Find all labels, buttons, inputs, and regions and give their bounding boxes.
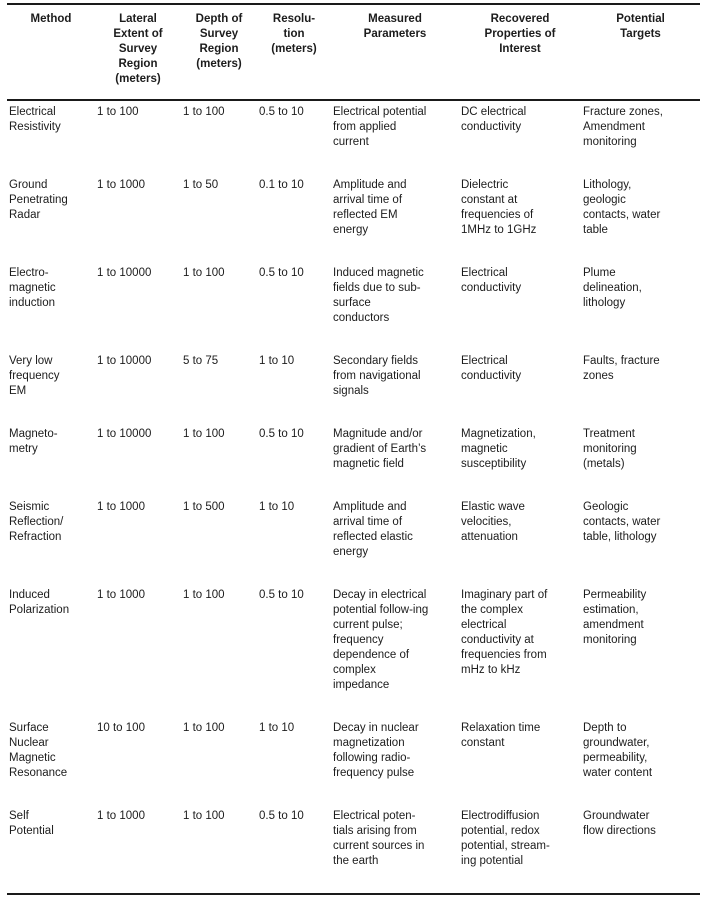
cell-method: Magneto-metry bbox=[9, 428, 58, 455]
cell-depth: 1 to 100 bbox=[183, 106, 225, 118]
cell-measured-parameters: Amplitude and arrival time of reflected … bbox=[333, 179, 407, 236]
cell-resolution: 0.5 to 10 bbox=[259, 810, 304, 822]
cell-recovered-properties: DC electrical conductivity bbox=[461, 106, 527, 133]
cell-lateral-extent: 1 to 1000 bbox=[97, 589, 145, 601]
column-header-depth: Depth of Survey Region (meters) bbox=[181, 4, 257, 101]
cell-depth: 1 to 100 bbox=[183, 428, 225, 440]
cell-resolution: 0.5 to 10 bbox=[259, 267, 304, 279]
cell-resolution: 0.1 to 10 bbox=[259, 179, 304, 191]
cell-lateral-extent: 1 to 1000 bbox=[97, 810, 145, 822]
cell-depth: 1 to 100 bbox=[183, 722, 225, 734]
cell-potential-targets: Plume delineation, lithology bbox=[583, 267, 642, 309]
cell-potential-targets: Lithology, geologic contacts, water tabl… bbox=[583, 179, 661, 236]
cell-lateral-extent: 1 to 10000 bbox=[97, 355, 152, 367]
cell-method: Self Potential bbox=[9, 810, 54, 837]
cell-lateral-extent: 10 to 100 bbox=[97, 722, 145, 734]
column-header-resolution: Resolu-tion (meters) bbox=[257, 4, 331, 101]
table-row: Seismic Reflection/ Refraction 1 to 1000… bbox=[7, 496, 700, 584]
cell-depth: 1 to 100 bbox=[183, 267, 225, 279]
cell-measured-parameters: Secondary fields from navigational signa… bbox=[333, 355, 421, 397]
cell-resolution: 0.5 to 10 bbox=[259, 589, 304, 601]
cell-recovered-properties: Relaxation time constant bbox=[461, 722, 541, 749]
cell-resolution: 0.5 to 10 bbox=[259, 106, 304, 118]
table-row: Self Potential 1 to 1000 1 to 100 0.5 to… bbox=[7, 805, 700, 894]
cell-measured-parameters: Electrical potential from applied curren… bbox=[333, 106, 427, 148]
cell-method: Induced Polarization bbox=[9, 589, 70, 616]
cell-lateral-extent: 1 to 1000 bbox=[97, 179, 145, 191]
cell-recovered-properties: Electrical conductivity bbox=[461, 267, 522, 294]
cell-recovered-properties: Imaginary part of the complex electrical… bbox=[461, 589, 548, 676]
cell-potential-targets: Fracture zones, Amendment monitoring bbox=[583, 106, 663, 148]
cell-method: Electro-magnetic induction bbox=[9, 267, 56, 309]
column-header-measured-parameters: Measured Parameters bbox=[331, 4, 459, 101]
cell-potential-targets: Permeability estimation, amendment monit… bbox=[583, 589, 647, 646]
cell-measured-parameters: Decay in electrical potential follow-ing… bbox=[333, 589, 429, 691]
cell-method: Very low frequency EM bbox=[9, 355, 60, 397]
cell-lateral-extent: 1 to 10000 bbox=[97, 428, 152, 440]
cell-potential-targets: Geologic contacts, water table, litholog… bbox=[583, 501, 661, 543]
cell-depth: 1 to 100 bbox=[183, 589, 225, 601]
cell-lateral-extent: 1 to 10000 bbox=[97, 267, 152, 279]
header-row: Method Lateral Extent of Survey Region (… bbox=[7, 4, 700, 101]
cell-depth: 1 to 500 bbox=[183, 501, 225, 513]
cell-recovered-properties: Dielectric constant at frequencies of 1M… bbox=[461, 179, 537, 236]
cell-potential-targets: Groundwater flow directions bbox=[583, 810, 656, 837]
cell-measured-parameters: Decay in nuclear magnetization following… bbox=[333, 722, 419, 779]
cell-recovered-properties: Electrodiffusion potential, redox potent… bbox=[461, 810, 550, 867]
table-row: Magneto-metry 1 to 10000 1 to 100 0.5 to… bbox=[7, 423, 700, 496]
cell-recovered-properties: Elastic wave velocities, attenuation bbox=[461, 501, 525, 543]
cell-potential-targets: Depth to groundwater, permeability, wate… bbox=[583, 722, 653, 779]
cell-measured-parameters: Electrical poten-tials arising from curr… bbox=[333, 810, 425, 867]
cell-measured-parameters: Induced magnetic fields due to sub-surfa… bbox=[333, 267, 424, 324]
cell-potential-targets: Faults, fracture zones bbox=[583, 355, 660, 382]
table-row: Electrical Resistivity 1 to 100 1 to 100… bbox=[7, 100, 700, 174]
table-row: Ground Penetrating Radar 1 to 1000 1 to … bbox=[7, 174, 700, 262]
cell-resolution: 0.5 to 10 bbox=[259, 428, 304, 440]
table-row: Electro-magnetic induction 1 to 10000 1 … bbox=[7, 262, 700, 350]
cell-method: Electrical Resistivity bbox=[9, 106, 61, 133]
cell-method: Seismic Reflection/ Refraction bbox=[9, 501, 64, 543]
column-header-lateral-extent: Lateral Extent of Survey Region (meters) bbox=[95, 4, 181, 101]
cell-resolution: 1 to 10 bbox=[259, 355, 295, 367]
cell-resolution: 1 to 10 bbox=[259, 501, 295, 513]
cell-lateral-extent: 1 to 100 bbox=[97, 106, 139, 118]
cell-lateral-extent: 1 to 1000 bbox=[97, 501, 145, 513]
cell-depth: 5 to 75 bbox=[183, 355, 219, 367]
cell-method: Surface Nuclear Magnetic Resonance bbox=[9, 722, 68, 779]
cell-recovered-properties: Electrical conductivity bbox=[461, 355, 522, 382]
cell-measured-parameters: Magnitude and/or gradient of Earth’s mag… bbox=[333, 428, 427, 470]
cell-method: Ground Penetrating Radar bbox=[9, 179, 68, 221]
column-header-potential-targets: Potential Targets bbox=[581, 4, 700, 101]
cell-recovered-properties: Magnetization, magnetic susceptibility bbox=[461, 428, 536, 470]
cell-potential-targets: Treatment monitoring (metals) bbox=[583, 428, 637, 470]
column-header-recovered-properties: Recovered Properties of Interest bbox=[459, 4, 581, 101]
table-row: Induced Polarization 1 to 1000 1 to 100 … bbox=[7, 584, 700, 717]
column-header-method: Method bbox=[7, 4, 95, 101]
geophysical-methods-table: Method Lateral Extent of Survey Region (… bbox=[7, 3, 700, 895]
table-row: Very low frequency EM 1 to 10000 5 to 75… bbox=[7, 350, 700, 423]
cell-measured-parameters: Amplitude and arrival time of reflected … bbox=[333, 501, 413, 558]
cell-depth: 1 to 50 bbox=[183, 179, 219, 191]
cell-depth: 1 to 100 bbox=[183, 810, 225, 822]
table-row: Surface Nuclear Magnetic Resonance 10 to… bbox=[7, 717, 700, 805]
cell-resolution: 1 to 10 bbox=[259, 722, 295, 734]
